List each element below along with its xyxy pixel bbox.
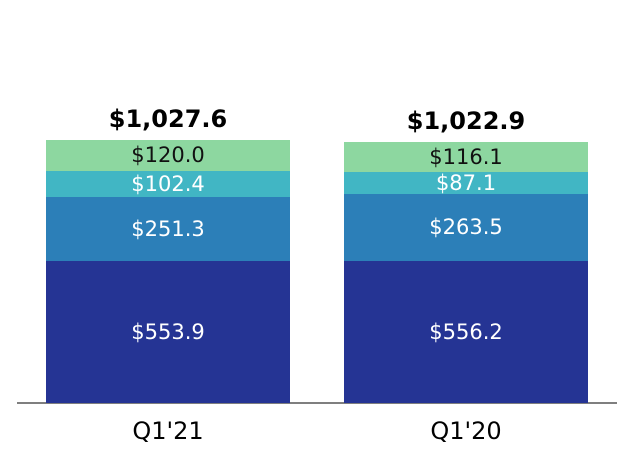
segment-value-label: $251.3 — [131, 216, 205, 241]
bar-q1-20: $116.1 $87.1 $263.5 $556.2 — [344, 142, 588, 403]
segment-value-label: $263.5 — [429, 215, 503, 239]
bar-q1-21: $120.0 $102.4 $251.3 $553.9 — [46, 140, 290, 403]
segment-value-label: $556.2 — [429, 319, 503, 344]
x-tick-label-q1-21: Q1'21 — [132, 417, 204, 445]
segment-value-label: $553.9 — [131, 319, 205, 344]
teal-segment: $102.4 — [46, 171, 290, 197]
x-tick-label-q1-20: Q1'20 — [430, 417, 502, 445]
blue-segment: $251.3 — [46, 197, 290, 261]
segment-value-label: $116.1 — [429, 144, 503, 169]
segment-value-label: $102.4 — [131, 171, 205, 196]
navy-bottom-segment: $556.2 — [344, 261, 588, 403]
green-top-segment: $116.1 — [344, 142, 588, 172]
teal-segment: $87.1 — [344, 172, 588, 194]
segment-value-label: $120.0 — [131, 143, 205, 167]
blue-segment: $263.5 — [344, 194, 588, 261]
total-label-q1-20: $1,022.9 — [406, 107, 526, 136]
green-top-segment: $120.0 — [46, 140, 290, 171]
total-label-q1-21: $1,027.6 — [108, 105, 228, 134]
segment-value-label: $87.1 — [435, 170, 497, 195]
navy-bottom-segment: $553.9 — [46, 261, 290, 403]
x-axis-line — [17, 402, 617, 404]
